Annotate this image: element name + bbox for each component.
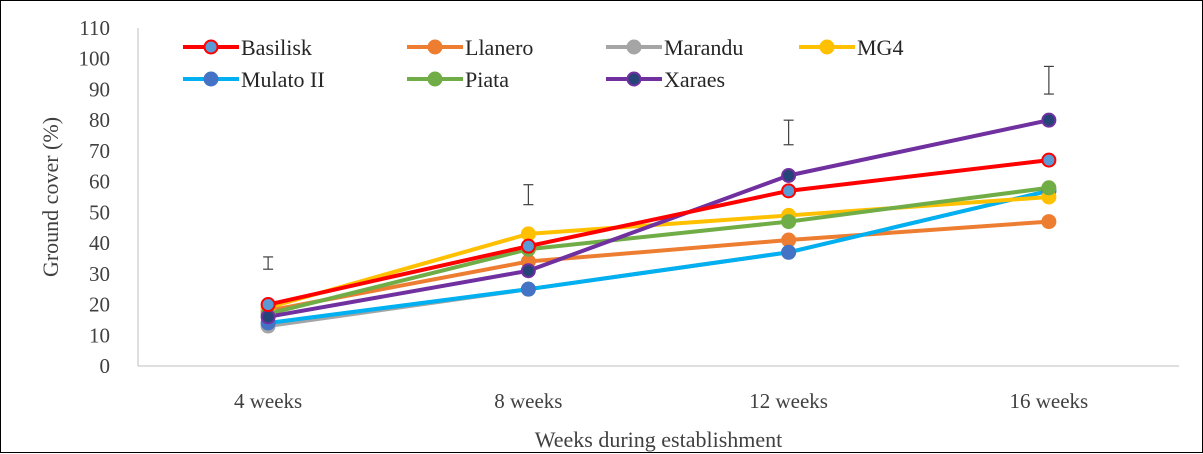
x-tick-label: 8 weeks [494, 389, 562, 413]
series-lines [266, 118, 1051, 329]
legend-item: Marandu [606, 35, 743, 60]
legend-item: Xaraes [606, 67, 725, 92]
y-axis-title: Ground cover (%) [38, 117, 63, 277]
y-tick-label: 30 [89, 262, 110, 286]
y-tick-label: 50 [89, 200, 110, 224]
legend: Basilisk Llanero Marandu MG4 Mulato II Piata X… [183, 35, 903, 92]
y-tick-labels: 0 10 20 30 40 50 60 70 80 90 100 110 [79, 16, 111, 378]
y-tick-label: 40 [89, 231, 110, 255]
data-point [1041, 152, 1057, 168]
legend-swatch-marker [819, 39, 835, 55]
series-line-piata [266, 185, 1051, 316]
series-line-basilisk [266, 158, 1051, 307]
y-tick-label: 20 [89, 293, 110, 317]
legend-swatch-marker [203, 71, 219, 87]
series-markers [260, 112, 1057, 334]
data-point [781, 232, 797, 248]
y-tick-label: 70 [89, 139, 110, 163]
data-point [520, 281, 536, 297]
x-axis-title: Weeks during establishment [535, 427, 783, 452]
error-bar [263, 256, 274, 270]
data-point [520, 263, 536, 279]
error-bar [783, 119, 794, 146]
data-point [1041, 112, 1057, 128]
x-tick-label: 4 weeks [234, 389, 302, 413]
x-tick-labels: 4 weeks 8 weeks 12 weeks 16 weeks [234, 389, 1088, 413]
data-point [260, 309, 276, 325]
data-point [520, 238, 536, 254]
legend-label: Xaraes [664, 67, 725, 92]
legend-label: Llanero [465, 35, 533, 60]
y-tick-label: 100 [79, 47, 111, 71]
data-point [1041, 214, 1057, 230]
data-point [781, 183, 797, 199]
data-point [781, 244, 797, 260]
legend-item: Piata [407, 67, 509, 92]
y-tick-label: 80 [89, 108, 110, 132]
error-bar [1043, 65, 1054, 95]
data-point [781, 167, 797, 183]
series-line-llanero [266, 219, 1051, 313]
y-tick-label: 0 [100, 354, 111, 378]
legend-swatch-marker [427, 39, 443, 55]
legend-label: MG4 [857, 35, 903, 60]
series-line-mulato-ii [266, 188, 1051, 325]
series-line-xaraes [266, 118, 1051, 319]
legend-label: Piata [465, 67, 509, 92]
axes [137, 28, 1179, 367]
error-bar [523, 184, 534, 206]
x-tick-label: 16 weeks [1010, 389, 1089, 413]
legend-swatch-marker [626, 71, 642, 87]
legend-item: Basilisk [183, 35, 312, 60]
data-point [260, 297, 276, 313]
y-tick-label: 90 [89, 77, 110, 101]
data-point [781, 214, 797, 230]
legend-swatch-marker [427, 71, 443, 87]
y-tick-label: 110 [79, 16, 110, 40]
y-tick-label: 60 [89, 170, 110, 194]
x-tick-label: 12 weeks [749, 389, 828, 413]
legend-label: Basilisk [241, 35, 312, 60]
error-bars [263, 65, 1054, 270]
legend-label: Mulato II [241, 67, 325, 92]
legend-swatch-marker [626, 39, 642, 55]
y-tick-label: 10 [89, 323, 110, 347]
legend-label: Marandu [664, 35, 743, 60]
legend-item: Llanero [407, 35, 533, 60]
legend-item: Mulato II [183, 67, 325, 92]
data-point [520, 226, 536, 242]
data-point [1041, 180, 1057, 196]
legend-swatch-marker [203, 39, 219, 55]
legend-item: MG4 [799, 35, 903, 60]
